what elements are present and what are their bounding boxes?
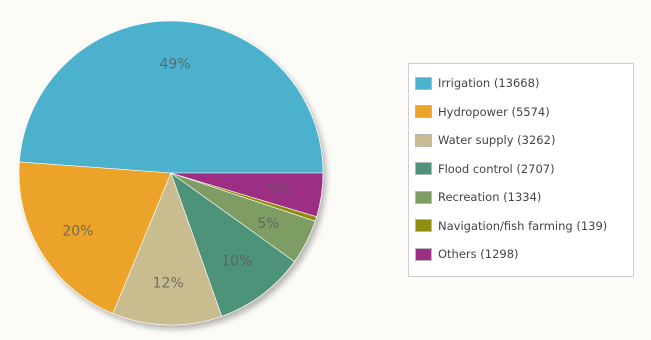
legend-swatch [415, 105, 432, 119]
legend: Irrigation (13668) Hydropower (5574) Wat… [408, 63, 634, 277]
slice-percent-label: 10% [221, 254, 252, 270]
legend-label: Water supply (3262) [438, 133, 556, 148]
pie-slice-irrigation [19, 20, 324, 174]
legend-swatch [415, 247, 432, 261]
legend-item-recreation: Recreation (1334) [415, 183, 633, 212]
pie-slice-water-supply [112, 172, 223, 326]
legend-label: Hydropower (5574) [438, 104, 550, 119]
legend-swatch [415, 76, 432, 90]
legend-label: Irrigation (13668) [438, 76, 540, 91]
slice-percent-label: 5% [268, 182, 290, 198]
legend-swatch [415, 190, 432, 204]
legend-swatch [415, 133, 432, 147]
slice-percent-label: 12% [153, 275, 184, 291]
legend-swatch [415, 162, 432, 176]
slice-percent-label: 5% [257, 216, 279, 232]
legend-item-irrigation: Irrigation (13668) [415, 69, 633, 98]
legend-swatch [415, 219, 432, 233]
pie-slice-hydropower [18, 161, 172, 314]
legend-label: Navigation/fish farming (139) [438, 218, 608, 233]
legend-item-others: Others (1298) [415, 240, 633, 269]
slice-percent-label: 20% [62, 224, 93, 240]
legend-item-water-supply: Water supply (3262) [415, 126, 633, 155]
legend-item-hydropower: Hydropower (5574) [415, 98, 633, 127]
legend-item-flood-control: Flood control (2707) [415, 155, 633, 184]
legend-label: Others (1298) [438, 247, 519, 262]
legend-label: Flood control (2707) [438, 161, 555, 176]
legend-item-navigation-fish-farming: Navigation/fish farming (139) [415, 212, 633, 241]
pie-slice-flood-control [170, 172, 295, 317]
pie-slice-others [170, 172, 324, 218]
slice-percent-label: 49% [159, 57, 190, 73]
legend-label: Recreation (1334) [438, 190, 542, 205]
